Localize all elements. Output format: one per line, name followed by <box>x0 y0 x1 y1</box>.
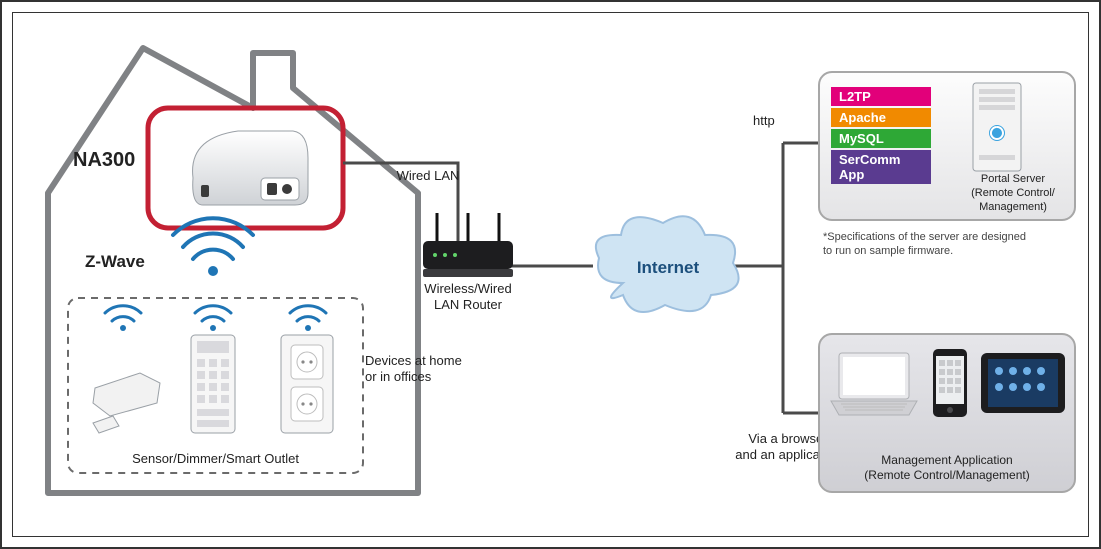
diagram-inner: NA300 Z-Wave Sensor/Dimmer <box>12 12 1089 537</box>
diagram-frame: NA300 Z-Wave Sensor/Dimmer <box>0 0 1101 549</box>
clients-caption: Management Application (Remote Control/M… <box>818 453 1076 483</box>
